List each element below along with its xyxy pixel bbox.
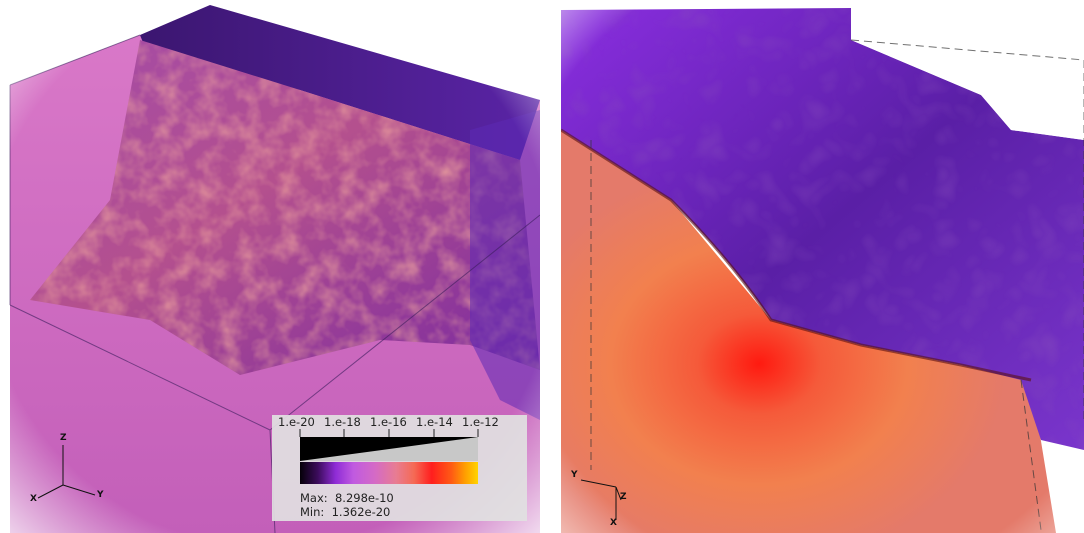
- legend-min-value: 1.362e-20: [332, 505, 391, 519]
- legend-tick-label: 1.e-12: [462, 415, 499, 429]
- left-axis-z-label: Z: [60, 433, 67, 443]
- legend-tick-label: 1.e-16: [370, 415, 407, 429]
- legend-tick-label: 1.e-20: [278, 415, 315, 429]
- legend-color-bar: [300, 462, 478, 484]
- left-volume-render: Z Y X 1.e-20 1.e-18 1.e-16 1.e-14 1.e-12: [0, 0, 540, 533]
- legend-max-label: Max:: [300, 491, 328, 505]
- right-render-canvas: [561, 0, 1084, 533]
- legend-tick-label: 1.e-18: [324, 415, 361, 429]
- color-map-legend: 1.e-20 1.e-18 1.e-16 1.e-14 1.e-12 Max: …: [272, 415, 527, 521]
- left-axis-x-label: X: [30, 494, 37, 504]
- right-volume-render: Y Z X: [561, 0, 1084, 533]
- legend-max-value: 8.298e-10: [335, 491, 394, 505]
- legend-min-max: Max: 8.298e-10 Min: 1.362e-20: [300, 491, 394, 519]
- legend-tick-label: 1.e-14: [416, 415, 453, 429]
- legend-opacity-ramp: [300, 437, 478, 461]
- right-axis-z-label: Z: [620, 492, 627, 502]
- left-axis-y-label: Y: [97, 490, 104, 500]
- legend-min-label: Min:: [300, 505, 324, 519]
- right-axis-x-label: X: [610, 518, 617, 528]
- right-axis-y-label: Y: [571, 470, 578, 480]
